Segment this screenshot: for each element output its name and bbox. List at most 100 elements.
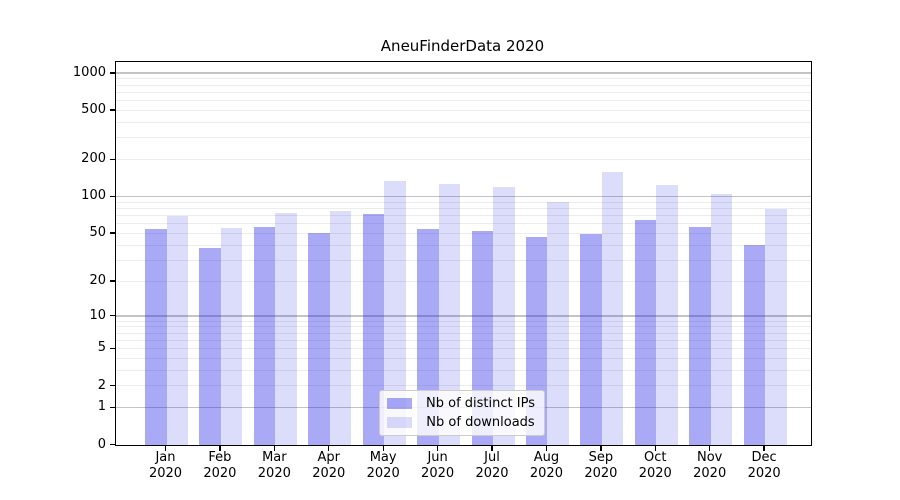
y-gridline-minor	[116, 223, 811, 225]
y-gridline-minor	[116, 232, 811, 234]
y-gridline-minor	[116, 320, 811, 322]
bar-ips-mar	[253, 227, 276, 445]
bar-ips-feb	[199, 247, 221, 445]
y-gridline-minor	[116, 109, 811, 111]
y-gridline-minor	[116, 339, 811, 341]
legend-item-ips: Nb of distinct IPs	[387, 396, 536, 412]
y-tick-label: 50	[89, 225, 106, 241]
x-tick-label-dec: Dec 2020	[747, 450, 781, 481]
x-tick-mark	[491, 445, 493, 451]
y-gridline-minor	[116, 244, 811, 246]
y-gridline-minor	[116, 159, 811, 161]
bar-ips-dec	[743, 245, 766, 445]
x-tick-label-may: May 2020	[366, 450, 400, 481]
y-tick-mark	[110, 109, 115, 111]
plot-area	[115, 61, 812, 446]
bar-downloads-sep	[601, 171, 624, 445]
x-tick-mark	[545, 445, 548, 451]
y-gridline-major	[116, 72, 811, 74]
y-tick-mark	[110, 195, 115, 197]
bar-downloads-nov	[710, 194, 733, 445]
y-gridline-minor	[116, 91, 811, 93]
bar-downloads-mar	[275, 213, 297, 445]
y-tick-label: 1000	[72, 64, 106, 80]
bar-downloads-jun	[438, 183, 461, 445]
y-gridline-minor	[116, 357, 811, 359]
y-gridline-minor	[116, 137, 811, 139]
x-tick-mark	[600, 445, 602, 451]
legend-label-downloads: Nb of downloads	[426, 414, 535, 430]
x-tick-label-apr: Apr 2020	[312, 450, 346, 481]
y-gridline-minor	[116, 215, 811, 217]
x-tick-label-jan: Jan 2020	[148, 450, 183, 481]
x-tick-mark	[164, 445, 167, 451]
x-tick-label-jun: Jun 2020	[421, 450, 455, 481]
bar-ips-oct	[634, 220, 657, 445]
x-tick-label-sep: Sep 2020	[584, 450, 618, 481]
y-tick-label: 1	[97, 399, 106, 415]
y-tick-mark	[110, 315, 115, 317]
y-tick-label: 200	[81, 151, 106, 167]
x-tick-mark	[328, 445, 330, 451]
y-tick-mark	[110, 72, 115, 74]
x-tick-label-feb: Feb 2020	[203, 450, 237, 481]
y-tick-label: 500	[81, 102, 106, 118]
legend: Nb of distinct IPs Nb of downloads	[379, 390, 545, 436]
y-tick-mark	[110, 232, 115, 234]
legend-swatch-ips	[387, 398, 412, 409]
y-gridline-major	[116, 315, 811, 317]
x-tick-mark	[382, 445, 384, 451]
bar-ips-sep	[580, 234, 602, 445]
x-tick-mark	[763, 445, 765, 451]
y-gridline-minor	[116, 332, 811, 334]
y-tick-mark	[110, 158, 115, 160]
y-gridline-minor	[116, 201, 811, 203]
x-tick-label-mar: Mar 2020	[257, 450, 291, 481]
bar-downloads-jan	[166, 216, 188, 445]
x-tick-mark	[273, 445, 275, 451]
x-tick-mark	[219, 445, 221, 451]
x-tick-label-aug: Aug 2020	[529, 450, 563, 481]
y-gridline-minor	[116, 84, 811, 86]
bar-ips-apr	[308, 233, 330, 445]
legend-item-downloads: Nb of downloads	[387, 415, 536, 431]
legend-label-ips: Nb of distinct IPs	[426, 395, 535, 411]
y-gridline-minor	[116, 348, 811, 350]
bar-downloads-jul	[493, 186, 515, 445]
y-tick-label: 0	[97, 436, 106, 452]
x-tick-mark	[436, 445, 439, 451]
bar-ips-nov	[689, 227, 711, 445]
bar-downloads-may	[384, 180, 406, 445]
y-tick-label: 2	[97, 377, 106, 393]
bar-ips-jan	[145, 229, 167, 445]
bar-downloads-feb	[220, 228, 243, 445]
y-tick-mark	[110, 280, 115, 282]
bar-downloads-aug	[547, 202, 569, 445]
bar-ips-may	[362, 214, 385, 445]
y-tick-mark	[110, 444, 115, 446]
y-tick-label: 20	[89, 272, 106, 288]
bar-downloads-dec	[765, 209, 787, 445]
y-gridline-minor	[116, 369, 811, 371]
y-tick-mark	[110, 347, 115, 349]
bar-downloads-apr	[329, 210, 352, 445]
y-tick-label: 100	[81, 188, 106, 204]
y-gridline-minor	[116, 326, 811, 328]
y-gridline-minor	[116, 78, 811, 80]
y-gridline-minor	[116, 259, 811, 261]
y-tick-mark	[110, 406, 115, 409]
y-gridline-minor	[116, 385, 811, 387]
legend-swatch-downloads	[387, 417, 412, 428]
x-tick-mark	[709, 445, 711, 451]
y-gridline-minor	[116, 121, 811, 123]
y-gridline-minor	[116, 100, 811, 102]
chart-title: AneuFinderData 2020	[380, 37, 545, 55]
y-tick-mark	[110, 384, 115, 387]
x-tick-label-nov: Nov 2020	[693, 450, 727, 481]
x-tick-label-oct: Oct 2020	[638, 450, 672, 481]
x-tick-mark	[654, 445, 656, 451]
bar-downloads-oct	[656, 185, 678, 445]
y-gridline-minor	[116, 207, 811, 209]
y-tick-label: 10	[89, 307, 106, 323]
